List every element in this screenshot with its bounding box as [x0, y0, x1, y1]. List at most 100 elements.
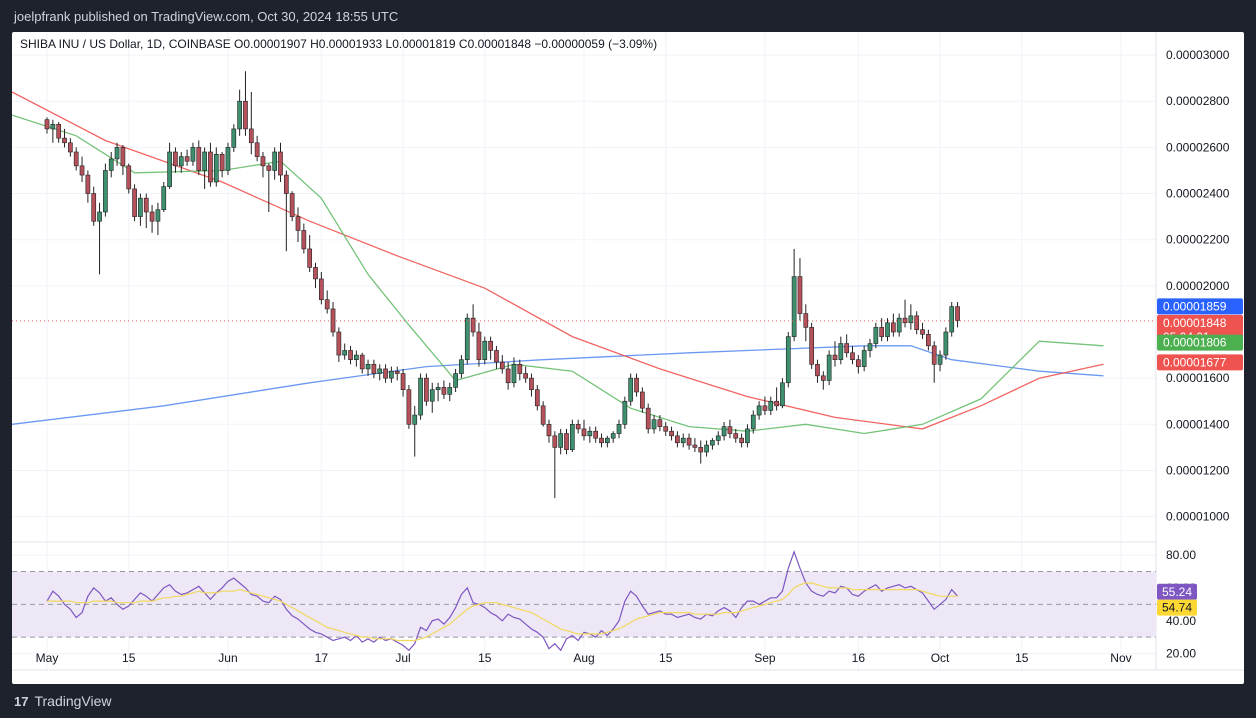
rsi-tick-label: 80.00 — [1166, 548, 1196, 562]
candle-body — [248, 128, 254, 144]
candle — [640, 387, 645, 413]
candle — [406, 385, 412, 429]
rsi-tick-label: 40.00 — [1166, 614, 1196, 628]
candle — [920, 322, 925, 339]
rsi-tag-bg — [1157, 599, 1197, 616]
candle — [675, 431, 680, 448]
candle — [861, 345, 867, 372]
candle — [657, 415, 663, 432]
candle-body — [891, 322, 896, 333]
candle-body — [791, 276, 797, 337]
candle — [283, 170, 289, 252]
candle — [464, 313, 470, 365]
candle-body — [213, 154, 219, 183]
candle-body — [937, 354, 943, 365]
candle-body — [383, 368, 388, 379]
candle — [785, 332, 791, 388]
price-tick-label: 0.00001400 — [1166, 417, 1230, 431]
candle-body — [657, 419, 663, 427]
candle — [838, 336, 844, 365]
candle-body — [447, 387, 453, 395]
candle — [149, 205, 155, 233]
candle — [243, 71, 248, 136]
moving-average-line — [12, 91, 1104, 430]
candle — [278, 142, 283, 182]
candle-body — [97, 211, 102, 222]
candle — [850, 345, 855, 365]
time-tick-label: 15 — [478, 651, 492, 665]
candle — [529, 373, 534, 397]
candle-body — [231, 128, 237, 148]
candle-body — [885, 322, 890, 337]
candle — [68, 138, 73, 157]
candle-body — [499, 361, 505, 370]
candle — [365, 359, 371, 376]
candle-body — [955, 306, 960, 321]
candle-body — [143, 197, 149, 213]
candle — [809, 322, 814, 369]
candle-body — [389, 370, 394, 379]
candle — [447, 382, 453, 402]
candle-body — [73, 151, 79, 167]
candle — [307, 235, 313, 272]
candle — [634, 373, 639, 397]
candle-body — [120, 147, 126, 167]
candle-body — [85, 174, 91, 194]
candle — [260, 152, 266, 178]
candle-body — [342, 350, 348, 356]
candle — [319, 272, 324, 305]
candle — [394, 366, 400, 381]
rsi-tag-text: 54.74 — [1162, 601, 1192, 615]
candle-body — [575, 424, 581, 430]
candle-body — [453, 373, 458, 388]
candle — [844, 334, 849, 358]
candle — [91, 186, 97, 226]
candle-body — [739, 437, 744, 444]
candle-body — [394, 370, 400, 374]
candle — [377, 364, 383, 381]
candle — [955, 302, 960, 328]
candle-body — [610, 433, 616, 439]
candle-body — [488, 340, 493, 351]
candle — [780, 378, 785, 409]
candle-body — [108, 158, 114, 171]
candle-body — [103, 170, 108, 213]
candle-body — [797, 276, 803, 314]
tradingview-brand[interactable]: 17 TradingView — [14, 693, 112, 709]
candle — [768, 396, 774, 416]
candle-body — [593, 430, 599, 439]
candle-body — [780, 382, 785, 407]
candle — [301, 223, 307, 254]
candle-body — [669, 430, 674, 437]
time-tick-label: 15 — [1015, 651, 1029, 665]
price-tag-bg — [1157, 354, 1243, 371]
candle — [470, 304, 476, 337]
candle-body — [914, 315, 920, 330]
candle-body — [126, 165, 132, 190]
candle-body — [330, 308, 336, 333]
price-tick-label: 0.00002000 — [1166, 279, 1230, 293]
candle-body — [91, 193, 97, 222]
candle-body — [272, 151, 277, 171]
candle — [400, 368, 406, 397]
symbol-legend: SHIBA INU / US Dollar, 1D, COINBASE O0.0… — [20, 37, 658, 51]
candle — [178, 152, 184, 173]
candle-body — [768, 400, 774, 411]
candle-body — [628, 377, 634, 402]
candle — [476, 322, 482, 367]
moving-averages — [12, 91, 1104, 435]
candle-body — [721, 426, 727, 437]
candle-body — [132, 188, 137, 217]
time-tick-label: 16 — [852, 651, 866, 665]
candle — [348, 345, 353, 365]
rsi-tag-text: 55.24 — [1162, 585, 1192, 599]
time-tick-label: Aug — [573, 651, 594, 665]
candle — [931, 341, 937, 383]
candle-body — [161, 186, 167, 210]
price-tick-label: 0.00001000 — [1166, 510, 1230, 524]
candle — [383, 364, 388, 383]
candle-body — [307, 248, 313, 268]
chart-svg[interactable]: 0.00003000 0.00002800 0.00002600 0.00002400… — [12, 32, 1244, 684]
time-tick-label: Jun — [218, 651, 237, 665]
chart-panel[interactable]: 0.00003000 0.00002800 0.00002600 0.00002400… — [12, 32, 1244, 684]
